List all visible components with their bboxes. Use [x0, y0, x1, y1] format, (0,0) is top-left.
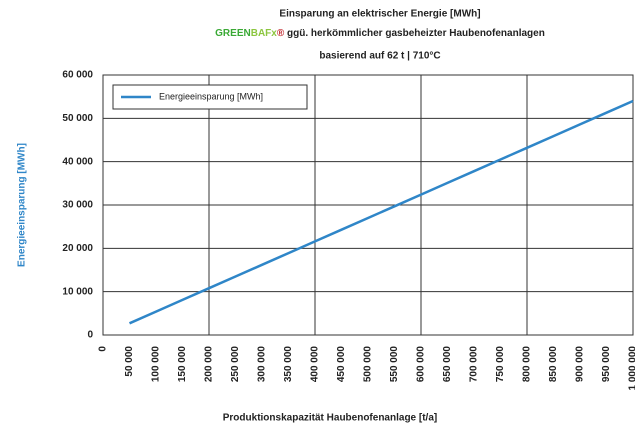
x-tick-label: 50 000 — [124, 346, 135, 377]
x-tick-label: 100 000 — [151, 346, 162, 383]
x-tick-label: 600 000 — [416, 346, 427, 383]
y-tick-label: 60 000 — [62, 70, 93, 81]
chart-basis: basierend auf 62 t | 710°C — [319, 51, 440, 62]
x-tick-label: 850 000 — [548, 346, 559, 383]
y-tick-label: 50 000 — [62, 113, 93, 124]
x-tick-label: 400 000 — [310, 346, 321, 383]
chart-title: Einsparung an elektrischer Energie [MWh] — [279, 9, 480, 20]
x-tick-label: 700 000 — [469, 346, 480, 383]
y-tick-label: 10 000 — [62, 286, 93, 297]
y-tick-label: 30 000 — [62, 200, 93, 211]
x-tick-label: 350 000 — [283, 346, 294, 383]
y-axis-label: Energieeinsparung [MWh] — [17, 143, 28, 267]
x-tick-label: 200 000 — [204, 346, 215, 383]
brand-green: GREEN — [215, 28, 251, 39]
x-tick-label: 950 000 — [601, 346, 612, 383]
x-tick-label: 450 000 — [336, 346, 347, 383]
x-tick-label: 1 000 000 — [628, 346, 635, 391]
y-tick-label: 0 — [87, 330, 93, 341]
x-tick-label: 750 000 — [495, 346, 506, 383]
y-tick-label: 20 000 — [62, 243, 93, 254]
x-tick-label: 900 000 — [575, 346, 586, 383]
x-tick-label: 650 000 — [442, 346, 453, 383]
y-tick-label: 40 000 — [62, 156, 93, 167]
brand-reg: ® — [277, 28, 285, 39]
chart-subtitle: GREENBAFx® ggü. herkömmlicher gasbeheizt… — [215, 28, 545, 39]
x-tick-label: 800 000 — [522, 346, 533, 383]
brand-baf: BAFx — [251, 28, 278, 39]
x-tick-label: 500 000 — [363, 346, 374, 383]
subtitle-text: ggü. herkömmlicher gasbeheizter Haubenof… — [287, 28, 545, 39]
x-axis-label: Produktionskapazität Haubenofenanlage [t… — [223, 413, 437, 424]
x-tick-label: 250 000 — [230, 346, 241, 383]
legend-label: Energieeinsparung [MWh] — [159, 91, 263, 101]
x-tick-label: 150 000 — [177, 346, 188, 383]
x-tick-label: 550 000 — [389, 346, 400, 383]
x-tick-label: 0 — [98, 346, 109, 352]
x-tick-label: 300 000 — [257, 346, 268, 383]
data-line — [128, 99, 634, 325]
